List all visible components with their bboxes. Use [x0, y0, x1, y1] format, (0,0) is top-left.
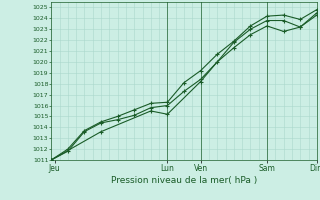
X-axis label: Pression niveau de la mer( hPa ): Pression niveau de la mer( hPa ) — [111, 176, 257, 185]
